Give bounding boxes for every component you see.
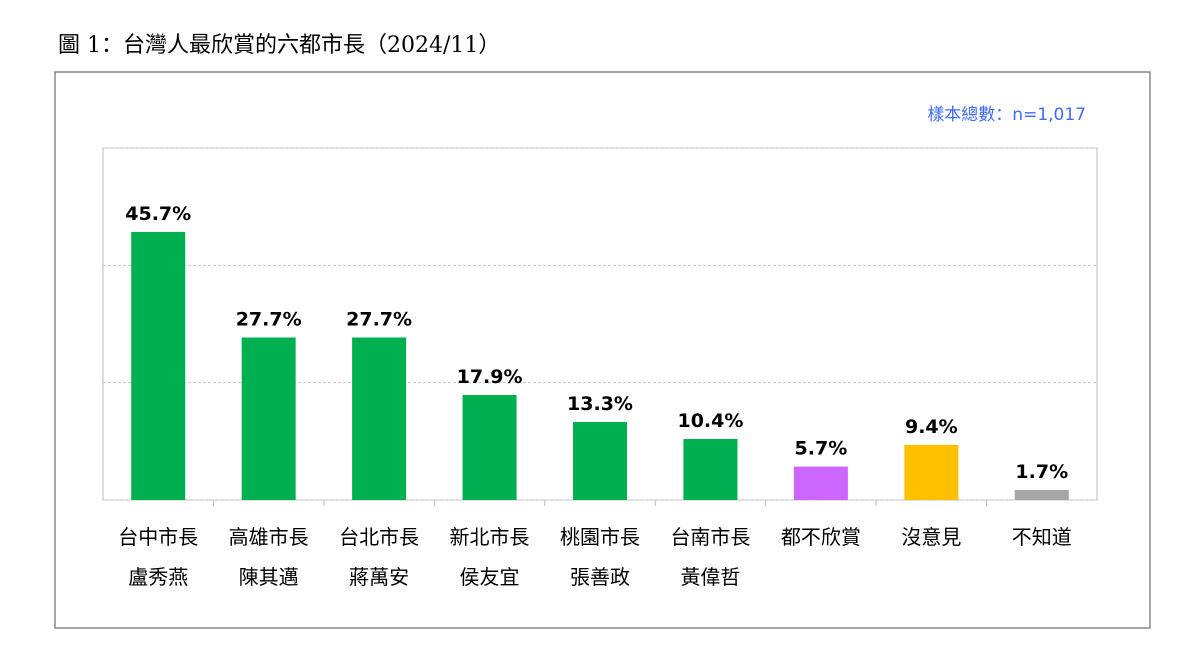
bar: [241, 337, 296, 500]
value-label: 1.7%: [1015, 461, 1068, 483]
x-tick-label: 沒意見: [901, 525, 961, 549]
value-label: 13.3%: [567, 393, 633, 415]
bar: [1014, 490, 1069, 500]
chart-frame: [54, 71, 1151, 629]
bar: [683, 438, 738, 500]
value-label: 27.7%: [236, 308, 302, 330]
value-label: 5.7%: [795, 438, 848, 460]
sample-note: 樣本總數：n=1,017: [927, 105, 1086, 125]
x-tick-label: 陳其邁: [239, 565, 299, 589]
x-tick-label: 台南市長: [670, 525, 750, 549]
x-tick-label: 不知道: [1012, 525, 1072, 549]
x-tick-label: 桃園市長: [560, 525, 640, 549]
chart-title: 圖 1：台灣人最欣賞的六都市長（2024/11）: [58, 33, 500, 58]
x-tick-label: 蔣萬安: [349, 565, 409, 589]
x-tick-label: 新北市長: [450, 525, 530, 549]
bar: [131, 231, 186, 501]
value-label: 45.7%: [125, 203, 191, 225]
x-tick-label: 侯友宜: [460, 565, 520, 589]
bar: [352, 337, 407, 500]
value-label: 27.7%: [346, 308, 412, 330]
value-label: 17.9%: [457, 366, 523, 388]
x-tick-label: 台北市長: [339, 525, 419, 549]
bar: [573, 421, 627, 500]
x-tick-label: 都不欣賞: [781, 525, 861, 549]
value-label: 10.4%: [677, 410, 743, 432]
x-tick-label: 張善政: [570, 565, 630, 589]
bar: [793, 466, 848, 500]
x-tick-label: 台中市長: [118, 525, 198, 549]
bar: [462, 394, 517, 500]
value-label: 9.4%: [905, 416, 958, 438]
x-tick-label: 高雄市長: [229, 525, 309, 549]
x-tick-label: 黃偉哲: [680, 565, 740, 589]
x-tick-label: 盧秀燕: [128, 565, 188, 589]
bar: [904, 444, 959, 500]
